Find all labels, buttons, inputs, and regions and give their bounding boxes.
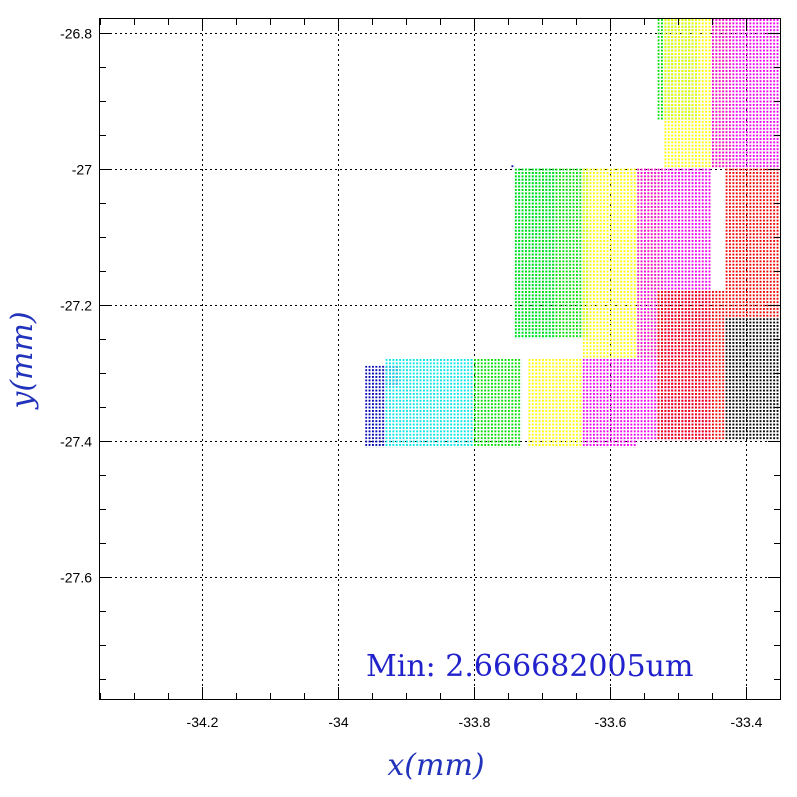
series-6 [725, 318, 780, 441]
data-point-cluster [385, 359, 427, 448]
data-point-cluster [712, 19, 780, 169]
data-point-cluster [725, 318, 780, 441]
x-tick-label: -33.8 [459, 714, 491, 730]
y-tick-label: -27.4 [60, 434, 92, 450]
y-tick-label: -27 [72, 162, 92, 178]
min-annotation: Min: 2.666682005um [366, 649, 693, 684]
data-point-cluster [426, 359, 474, 448]
series-2 [474, 19, 699, 448]
axis-ticks [100, 19, 781, 699]
x-tick-label: -34 [328, 714, 348, 730]
x-tick-label: -34.2 [187, 714, 219, 730]
data-point-cluster [582, 359, 638, 448]
data-points [365, 19, 780, 448]
data-point-cluster [725, 168, 780, 319]
y-tick-label: -27.6 [60, 570, 92, 586]
data-point-cluster [657, 291, 726, 441]
y-tick-label: -27.2 [60, 298, 92, 314]
plot-frame [99, 18, 781, 700]
data-point-cluster [474, 359, 522, 448]
data-point-cluster [514, 168, 590, 339]
data-point-cluster [528, 359, 583, 448]
tick-labels: -34.2 -34 -33.8 -33.6 -33.4 -26.8 -27 -27.2 -27.… [60, 26, 763, 731]
y-axis-title: y(mm) [5, 311, 40, 410]
data-point-cluster [511, 165, 515, 169]
x-tick-label: -33.4 [731, 714, 763, 730]
x-tick-label: -33.6 [595, 714, 627, 730]
x-axis-title: x(mm) [387, 748, 484, 783]
data-point-cluster [365, 365, 386, 448]
y-tick-label: -26.8 [60, 26, 92, 42]
series-5 [657, 168, 780, 441]
